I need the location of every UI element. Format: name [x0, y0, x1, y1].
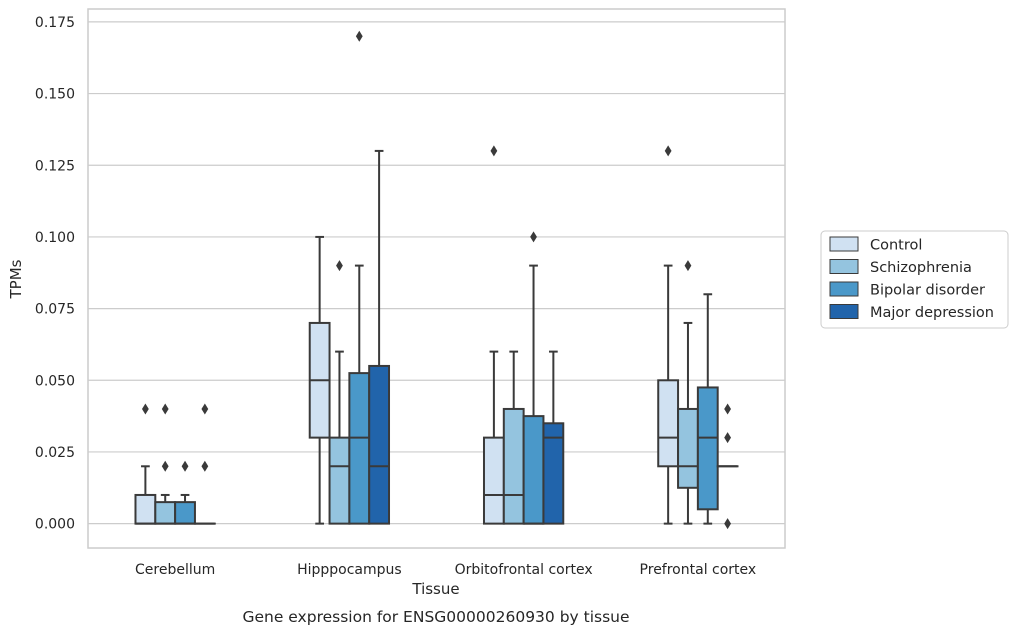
legend-label: Bipolar disorder [870, 283, 985, 299]
box [524, 416, 544, 524]
box [698, 387, 718, 509]
x-tick-label: Hipppocampus [297, 562, 402, 578]
legend-label: Major depression [870, 305, 994, 321]
y-tick-label: 0.175 [35, 15, 75, 31]
legend-label: Schizophrenia [870, 260, 972, 276]
y-tick-label: 0.100 [35, 230, 75, 246]
box [484, 438, 504, 524]
legend-label: Control [870, 238, 922, 254]
y-tick-label: 0.000 [35, 517, 75, 533]
y-tick-labels: 0.000 0.025 0.050 0.075 0.100 0.125 0.150 0.175 [35, 15, 75, 533]
y-tick-label: 0.150 [35, 87, 75, 103]
y-tick-label: 0.050 [35, 373, 75, 389]
box [678, 409, 698, 488]
box [369, 366, 389, 524]
y-tick-label: 0.125 [35, 158, 75, 174]
box [135, 495, 155, 524]
y-axis-label: TPMs [7, 259, 25, 299]
x-axis-label: Tissue [411, 580, 459, 598]
legend-swatch [830, 282, 858, 296]
box [330, 438, 350, 524]
x-tick-label: Cerebellum [135, 562, 215, 578]
legend: Control Schizophrenia Bipolar disorder Majo… [821, 231, 1008, 328]
box [658, 380, 678, 466]
figure-caption: Gene expression for ENSG00000260930 by t… [242, 608, 629, 626]
legend-swatch [830, 237, 858, 251]
box [155, 502, 175, 524]
x-tick-label: Orbitofrontal cortex [455, 562, 593, 578]
x-tick-label: Prefrontal cortex [640, 562, 757, 578]
y-tick-label: 0.075 [35, 302, 75, 318]
box [175, 502, 195, 524]
legend-swatch [830, 260, 858, 274]
y-tick-label: 0.025 [35, 445, 75, 461]
box [504, 409, 524, 524]
x-tick-labels: Cerebellum Hipppocampus Orbitofrontal cort… [135, 562, 756, 578]
legend-swatch [830, 305, 858, 319]
box [349, 373, 369, 524]
